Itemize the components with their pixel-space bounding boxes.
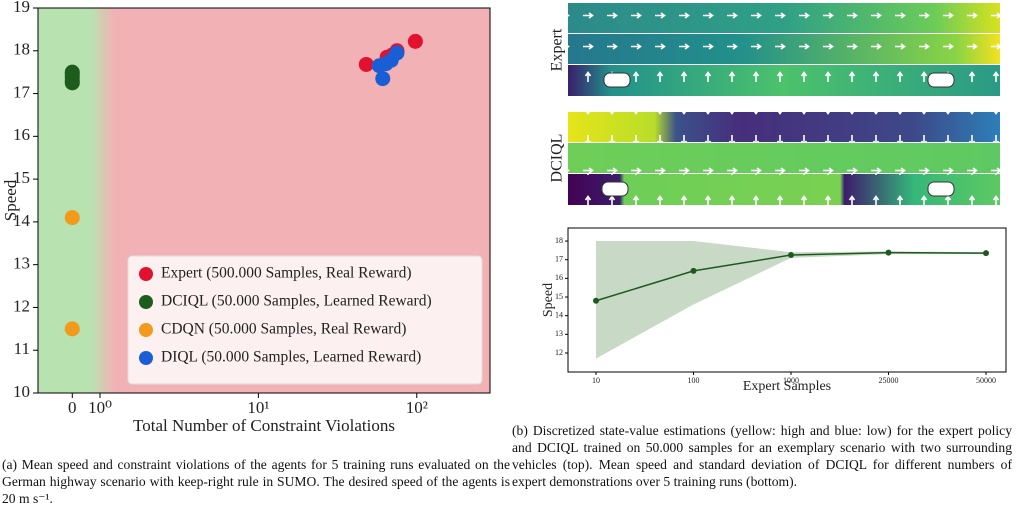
legend-marker: [139, 295, 153, 309]
x-tick-label: 50000: [976, 376, 996, 385]
point: [593, 297, 599, 304]
y-tick-label: 12: [555, 348, 563, 357]
legend-label: DCIQL (50.000 Samples, Learned Reward): [161, 293, 432, 310]
y-tick-label: 12: [13, 296, 30, 315]
y-tick-label: 17: [555, 255, 563, 264]
y-tick-label: 13: [13, 254, 30, 273]
x-tick-label: 1000: [783, 376, 799, 385]
heatmap-expert: [568, 3, 1000, 96]
x-tick-label: 25000: [879, 376, 899, 385]
y-tick-label: 18: [555, 236, 563, 245]
point: [690, 267, 697, 274]
point: [389, 45, 405, 61]
x-tick-label: 100: [688, 376, 700, 385]
x-tick-label: 10²: [406, 398, 428, 417]
y-tick-label: 18: [13, 40, 30, 59]
x-tick-label: 0: [68, 398, 77, 417]
y-tick-label: 19: [13, 0, 30, 16]
legend-label: CDQN (50.000 Samples, Real Reward): [161, 321, 406, 338]
y-tick-label: 16: [555, 273, 563, 282]
legend-label: Expert (500.000 Samples, Real Reward): [161, 265, 412, 282]
heatmap-dcql: [568, 112, 1000, 205]
x-tick-label: 10⁰: [88, 398, 112, 417]
legend-label: DIQL (50.000 Samples, Learned Reward): [161, 349, 421, 366]
y-tick-label: 16: [13, 125, 30, 144]
point: [64, 321, 80, 337]
x-axis-label: Expert Samples: [743, 379, 831, 394]
panel-label: Expert: [549, 28, 566, 71]
axes-frame: [37, 7, 491, 394]
caption: (a) Mean speed and constraint violations…: [2, 457, 510, 506]
x-tick-label: 10: [592, 376, 600, 385]
legend-box: [127, 255, 483, 385]
y-tick-label: 11: [14, 339, 30, 358]
y-tick-label: 13: [555, 329, 563, 338]
axes-frame: [567, 227, 1007, 373]
std-band: [596, 241, 986, 359]
point: [64, 210, 80, 226]
x-tick-label: 10¹: [247, 398, 269, 417]
legend-marker: [139, 351, 153, 365]
y-tick-label: 14: [555, 310, 563, 319]
y-tick-label: 15: [555, 292, 563, 301]
figure: Expert DCIQL 10 11 12 13 14 15 16 17 18 19 0 10⁰ 10¹…: [1, 0, 1007, 435]
caption: (b) Discretized state-value estimations …: [512, 423, 1012, 489]
y-tick-label: 17: [13, 82, 31, 101]
y-axis-label: Speed: [541, 283, 556, 317]
point: [375, 71, 391, 87]
x-axis-label: Total Number of Constraint Violations: [133, 416, 395, 435]
point: [378, 56, 394, 72]
y-axis-label: Speed: [1, 179, 20, 221]
y-tick-label: 14: [13, 211, 31, 230]
point: [885, 249, 892, 256]
point: [788, 252, 794, 259]
legend-marker: [139, 267, 153, 281]
point: [407, 33, 423, 49]
y-tick-label: 10: [13, 382, 30, 401]
point: [358, 56, 374, 72]
panel-label: DCIQL: [549, 134, 566, 183]
point: [983, 250, 989, 257]
legend-marker: [139, 323, 153, 337]
y-tick-label: 15: [13, 168, 30, 187]
point: [64, 64, 80, 80]
